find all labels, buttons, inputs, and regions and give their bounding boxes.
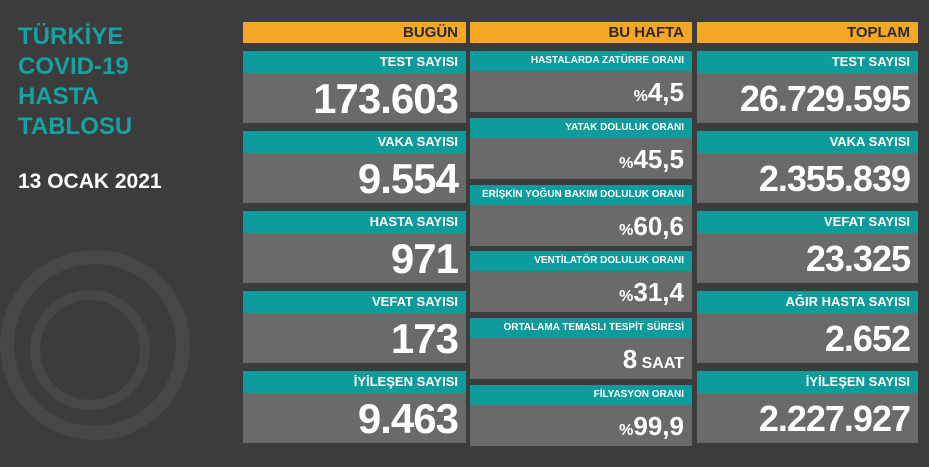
stat-label: VEFAT SAYISI (243, 291, 466, 313)
title-line: TABLOSU (18, 113, 133, 140)
today-stat-card: VEFAT SAYISI 173 (243, 291, 466, 363)
stat-value: 45,5 (633, 143, 684, 174)
stat-value: 9.463 (243, 393, 466, 443)
stat-value: 31,4 (633, 277, 684, 308)
stat-value: 2.355.839 (697, 153, 918, 203)
stat-label: TEST SAYISI (697, 51, 918, 73)
stat-label: ORTALAMA TEMASLI TESPİT SÜRESİ (470, 318, 692, 339)
title-line: TÜRKİYE (18, 23, 124, 50)
total-stat-card: AĞIR HASTA SAYISI 2.652 (697, 291, 918, 363)
stat-prefix: % (619, 221, 634, 239)
stat-label: İYİLEŞEN SAYISI (697, 371, 918, 393)
stat-label: VEFAT SAYISI (697, 211, 918, 233)
stat-label: HASTALARDA ZATÜRRE ORANI (470, 51, 692, 71)
stat-label: VAKA SAYISI (243, 131, 466, 153)
stat-value: 99,9 (633, 411, 684, 441)
stat-value: 2.652 (697, 313, 918, 363)
stat-label: AĞIR HASTA SAYISI (697, 291, 918, 313)
today-stat-card: HASTA SAYISI 971 (243, 211, 466, 283)
stat-label: YATAK DOLULUK ORANI (470, 117, 692, 138)
today-header: BUGÜN (243, 22, 466, 43)
week-stat-card: YATAK DOLULUK ORANI %45,5 (470, 117, 692, 179)
week-column: BU HAFTA HASTALARDA ZATÜRRE ORANI %4,5 YAT… (470, 22, 692, 447)
week-header: BU HAFTA (470, 22, 692, 43)
stat-value-box: %45,5 (470, 137, 692, 179)
stat-value: 26.729.595 (697, 73, 918, 123)
stat-value: 9.554 (243, 153, 466, 203)
stat-prefix: % (619, 154, 634, 172)
stat-value: 60,6 (633, 210, 684, 241)
stat-label: HASTA SAYISI (243, 211, 466, 233)
stat-suffix: SAAT (637, 355, 684, 373)
total-stat-card: VAKA SAYISI 2.355.839 (697, 131, 918, 203)
week-stat-card: VENTİLATÖR DOLULUK ORANI %31,4 (470, 251, 692, 313)
page-title: TÜRKİYE COVID-19 HASTA TABLOSU (18, 22, 218, 142)
stat-value: 173.603 (243, 73, 466, 123)
stat-value: 971 (243, 233, 466, 283)
stat-value: 23.325 (697, 233, 918, 283)
stat-prefix: % (619, 288, 634, 306)
stat-label: TEST SAYISI (243, 51, 466, 73)
title-line: COVID-19 (18, 53, 129, 80)
stat-value: 4,5 (647, 77, 684, 107)
today-stat-card: VAKA SAYISI 9.554 (243, 131, 466, 203)
today-stat-card: İYİLEŞEN SAYISI 9.463 (243, 371, 466, 443)
today-stat-card: TEST SAYISI 173.603 (243, 51, 466, 123)
stat-value: 173 (243, 313, 466, 363)
total-header: TOPLAM (697, 22, 918, 43)
stat-label: FİLYASYON ORANI (470, 385, 692, 405)
stat-value-box: %4,5 (470, 71, 692, 112)
stat-prefix: % (619, 422, 634, 439)
week-stat-card: HASTALARDA ZATÜRRE ORANI %4,5 (470, 51, 692, 112)
stat-value: 8 (622, 344, 638, 375)
week-stat-card: ERİŞKİN YOĞUN BAKIM DOLULUK ORANI %60,6 (470, 184, 692, 246)
stat-label: VENTİLATÖR DOLULUK ORANI (470, 251, 692, 272)
stat-value-box: %31,4 (470, 271, 692, 313)
stat-value: 2.227.927 (697, 393, 918, 443)
stat-value-box: %99,9 (470, 405, 692, 446)
week-stat-card: FİLYASYON ORANI %99,9 (470, 385, 692, 446)
today-column: BUGÜN TEST SAYISI 173.603 VAKA SAYISI 9.554… (243, 22, 466, 447)
stat-label: ERİŞKİN YOĞUN BAKIM DOLULUK ORANI (470, 184, 692, 205)
report-date: 13 OCAK 2021 (18, 170, 162, 193)
title-line: HASTA (18, 83, 99, 110)
total-stat-card: TEST SAYISI 26.729.595 (697, 51, 918, 123)
week-stat-card: ORTALAMA TEMASLI TESPİT SÜRESİ 8 SAAT (470, 318, 692, 380)
stat-label: İYİLEŞEN SAYISI (243, 371, 466, 393)
stat-value-box: %60,6 (470, 204, 692, 246)
stat-label: VAKA SAYISI (697, 131, 918, 153)
total-stat-card: İYİLEŞEN SAYISI 2.227.927 (697, 371, 918, 443)
total-stat-card: VEFAT SAYISI 23.325 (697, 211, 918, 283)
stat-value-box: 8 SAAT (470, 338, 692, 380)
total-column: TOPLAM TEST SAYISI 26.729.595 VAKA SAYISI 2… (697, 22, 918, 447)
ministry-emblem-inner-icon (30, 290, 150, 410)
stat-prefix: % (633, 88, 648, 105)
